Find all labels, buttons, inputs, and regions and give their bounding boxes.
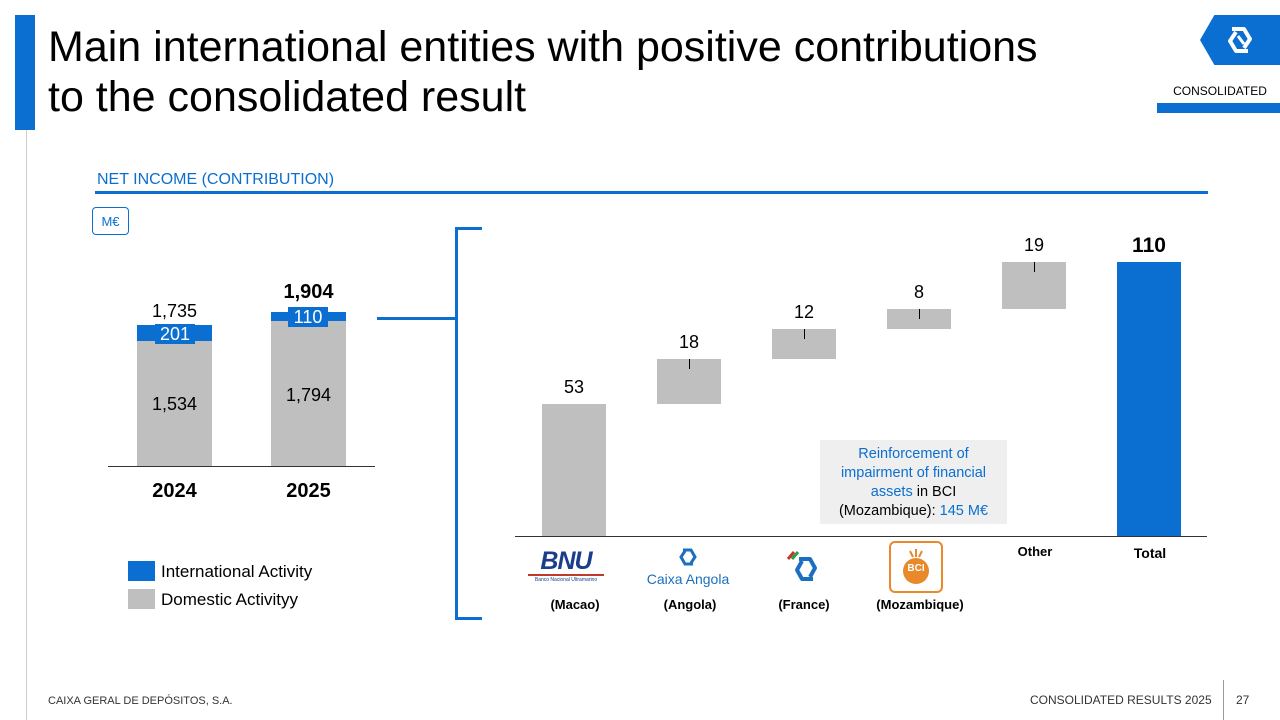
note-line-4b: 145 M€ bbox=[939, 503, 989, 519]
legend-swatch-domestic bbox=[128, 589, 155, 609]
footer-report: CONSOLIDATED RESULTS 2025 bbox=[1030, 693, 1212, 707]
bracket-bottom bbox=[455, 617, 482, 620]
title-line-1: Main international entities with positiv… bbox=[48, 23, 1038, 71]
bracket-vertical bbox=[455, 227, 458, 620]
page-title: Main international entities with positiv… bbox=[48, 22, 1158, 122]
waterfall-tick-4 bbox=[919, 309, 920, 320]
note-line-1: Reinforcement of bbox=[858, 446, 969, 462]
section-title: NET INCOME (CONTRIBUTION) bbox=[97, 171, 335, 188]
caixa-angola-text: Caixa Angola bbox=[646, 571, 730, 587]
waterfall-value-4: 8 bbox=[913, 282, 924, 303]
bar-2024-domestic bbox=[137, 341, 212, 466]
label-2025-international: 110 bbox=[288, 307, 328, 327]
waterfall-value-5: 19 bbox=[1023, 235, 1045, 255]
note-line-4a: (Mozambique): bbox=[838, 503, 940, 519]
unit-label: M€ bbox=[92, 207, 129, 235]
note-line-3b: in BCI bbox=[912, 484, 957, 500]
bnu-logo-rule bbox=[528, 574, 604, 576]
bracket-top bbox=[455, 227, 482, 230]
waterfall-tick-5 bbox=[1034, 262, 1035, 272]
note-line-2: impairment of financial bbox=[840, 465, 987, 481]
label-2025-domestic: 1,794 bbox=[285, 385, 332, 405]
cgd-logo-icon bbox=[1228, 27, 1252, 53]
cgd-france-logo bbox=[782, 549, 826, 585]
waterfall-value-2: 18 bbox=[678, 332, 700, 353]
footer-page-number: 27 bbox=[1236, 693, 1250, 707]
category-other: Other bbox=[1017, 544, 1053, 559]
legend-swatch-international bbox=[128, 561, 155, 581]
category-france: (France) bbox=[778, 597, 830, 612]
label-2024-domestic: 1,534 bbox=[151, 394, 198, 414]
category-total: Total bbox=[1133, 545, 1167, 561]
waterfall-tick-3 bbox=[804, 329, 805, 340]
title-line-2: to the consolidated result bbox=[48, 73, 527, 121]
category-mozambique: (Mozambique) bbox=[876, 597, 964, 612]
left-chart-axis bbox=[108, 466, 375, 467]
waterfall-bar-1 bbox=[542, 403, 606, 536]
caixa-angola-icon bbox=[679, 548, 697, 566]
bar-2025-domestic bbox=[271, 320, 346, 466]
badge-bar bbox=[1157, 103, 1280, 113]
section-underline bbox=[95, 191, 1208, 194]
label-2024-international: 201 bbox=[155, 324, 195, 344]
bnu-logo-subtext: Banco Nacional Ultramarino bbox=[534, 577, 598, 583]
legend-label-domestic: Domestic Activityy bbox=[161, 590, 298, 609]
caixa-angola-logo: Caixa Angola bbox=[643, 547, 733, 587]
category-angola: (Angola) bbox=[663, 597, 717, 612]
label-2025-total: 1,904 bbox=[283, 281, 334, 303]
legend-label-international: International Activity bbox=[161, 562, 313, 581]
waterfall-value-1: 53 bbox=[563, 376, 585, 397]
footer-divider bbox=[1223, 680, 1224, 720]
waterfall-tick-2 bbox=[689, 359, 690, 370]
tick-2025: 2025 bbox=[286, 480, 331, 502]
waterfall-value-6: 110 bbox=[1132, 234, 1166, 257]
impairment-note: Reinforcement of impairment of financial… bbox=[820, 440, 1007, 524]
bci-logo-text: BCI bbox=[907, 563, 925, 574]
bci-logo-icon bbox=[903, 549, 929, 584]
waterfall-axis bbox=[515, 536, 1207, 537]
bnu-logo-text: BNU bbox=[540, 547, 592, 575]
consolidated-badge: CONSOLIDATED bbox=[1173, 84, 1267, 98]
bnu-logo: BNU Banco Nacional Ultramarino bbox=[528, 549, 604, 583]
tick-2024: 2024 bbox=[152, 480, 197, 502]
connector-line bbox=[377, 317, 457, 320]
left-accent-bar bbox=[15, 15, 35, 130]
waterfall-bar-6 bbox=[1117, 262, 1181, 536]
waterfall-value-3: 12 bbox=[793, 302, 815, 323]
footer-company: CAIXA GERAL DE DEPÓSITOS, S.A. bbox=[48, 695, 233, 707]
left-divider bbox=[26, 130, 27, 720]
note-line-3a: assets bbox=[870, 484, 913, 500]
cgd-france-icon bbox=[786, 551, 817, 581]
bci-logo: BCI bbox=[889, 541, 943, 593]
cgd-logo bbox=[1200, 15, 1280, 65]
label-2024-total: 1,735 bbox=[151, 301, 198, 321]
category-macao: (Macao) bbox=[550, 597, 600, 612]
